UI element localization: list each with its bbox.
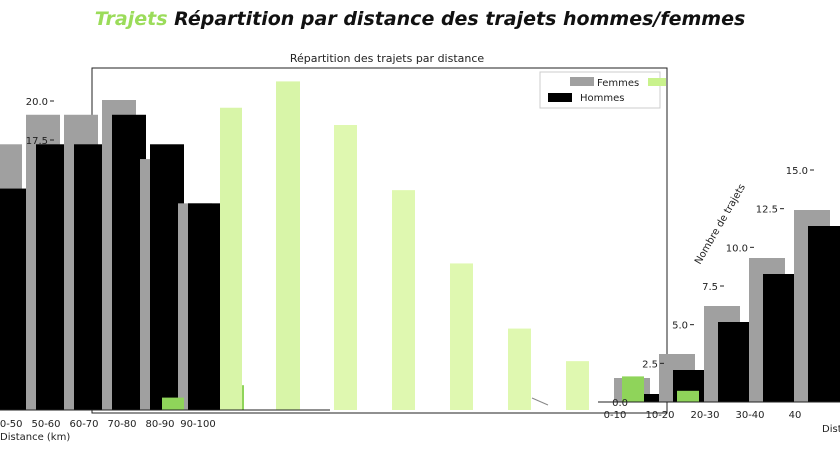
left-xtick-label: 50-60 [31, 419, 60, 430]
right-green-bar-0 [622, 376, 644, 402]
left-xlabel: Distance (km) [0, 432, 70, 443]
legend-label-femmes: Femmes [597, 78, 639, 89]
right-bar-1-4 [808, 226, 840, 402]
middle-bar-4 [566, 361, 589, 410]
right-chart-green-bars [622, 376, 699, 402]
middle-bar-0 [334, 125, 357, 410]
right-xtick-label: 10-20 [645, 410, 674, 421]
middle-chart-bars [334, 125, 589, 410]
legend-swatch-hommes [548, 93, 572, 102]
left-xtick-label: 60-70 [69, 419, 98, 430]
axis-fragment [531, 397, 549, 406]
page-title: Trajets Répartition par distance des tra… [0, 8, 840, 30]
middle-chart-title: Répartition des trajets par distance [290, 52, 485, 65]
left-chart-bars: 40-50 50-60 60-70 70-80 80-90 90-100 [0, 100, 222, 430]
left-ytick-label: 20.0 [26, 97, 48, 108]
middle-bar-3 [508, 328, 531, 410]
title-prefix: Trajets [94, 8, 168, 30]
middle-bar-2 [450, 263, 473, 410]
legend-swatch-femmes [570, 77, 594, 86]
right-bar-1-2 [718, 322, 754, 402]
right-ytick-label: 5.0 [672, 321, 688, 332]
right-xtick-label: 0-10 [604, 410, 627, 421]
right-bar-1-3 [763, 274, 799, 402]
right-xtick-label: 40 [789, 410, 802, 421]
left-green-bar-3 [276, 81, 300, 411]
right-ytick-label: 7.5 [702, 282, 718, 293]
right-ytick-label: 2.5 [642, 359, 658, 370]
left-bar-1-5 [188, 203, 222, 410]
legend-swatch-green [648, 78, 666, 86]
left-xtick-label: 80-90 [145, 419, 174, 430]
chart-legend: Femmes Hommes [539, 71, 666, 109]
left-xtick-label: 40-50 [0, 419, 23, 430]
right-xlabel: Distance [822, 424, 840, 435]
left-ytick-label: 17.5 [26, 136, 48, 147]
title-text: Répartition par distance des trajets hom… [174, 8, 746, 30]
right-bar-1-0 [628, 394, 664, 402]
middle-bar-1 [392, 190, 415, 410]
right-ytick-label: 15.0 [786, 166, 808, 177]
left-green-bar-0 [162, 397, 184, 410]
left-chart-ticks: 17.5 20.0 [26, 97, 54, 147]
legend-label-hommes: Hommes [580, 93, 624, 104]
right-chart-ticks: 0.0 2.5 5.0 7.5 10.0 12.5 15.0 [612, 166, 814, 409]
right-ytick-label: 0.0 [612, 398, 628, 409]
left-xtick-label: 70-80 [107, 419, 136, 430]
right-green-bar-1 [677, 390, 699, 402]
left-green-bar-2 [220, 107, 242, 410]
right-ytick-label: 12.5 [756, 205, 778, 216]
right-ytick-label: 10.0 [726, 243, 748, 254]
left-xtick-label: 90-100 [180, 419, 215, 430]
left-chart-green-bars [162, 81, 300, 411]
right-xtick-label: 20-30 [690, 410, 719, 421]
right-xtick-label: 30-40 [735, 410, 764, 421]
